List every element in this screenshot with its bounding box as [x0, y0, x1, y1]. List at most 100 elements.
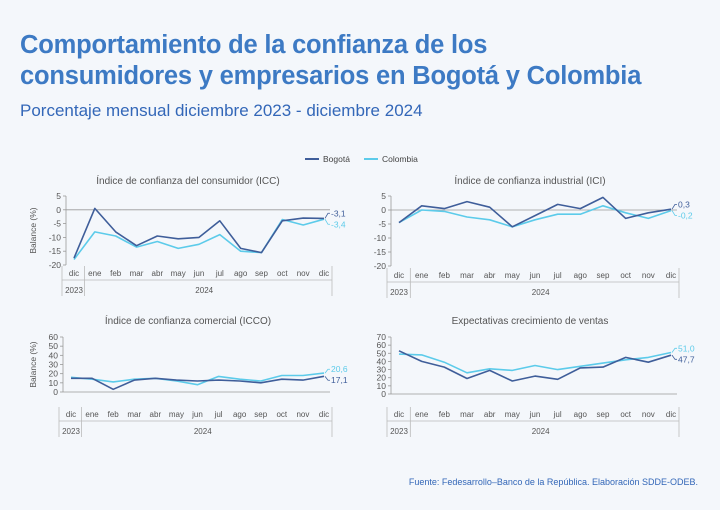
icco-y-tick-label: 0: [53, 387, 58, 397]
icc-y-tick-label: 5: [56, 191, 61, 201]
ici-y-tick-label: -5: [378, 219, 386, 229]
icco-x-tick-label: mar: [127, 410, 141, 419]
ici-end-leader-colombia: [671, 210, 677, 216]
ventas-y-tick-label: 30: [377, 365, 387, 375]
icc-x-tick-label: sep: [255, 269, 268, 278]
icc-x-tick-label: ene: [88, 269, 102, 278]
icc-x-tick-label: dic: [69, 269, 79, 278]
ventas-series-line-bogota: [398, 350, 672, 382]
icc-x-tick-label: ago: [234, 269, 248, 278]
icc-year-label-2024: 2024: [195, 286, 213, 295]
icco-x-tick-label: jun: [191, 410, 203, 419]
ici-x-tick-label: ago: [574, 271, 588, 280]
ici-x-tick-label: jul: [553, 271, 562, 280]
legend-item-colombia: Colombia: [363, 154, 418, 164]
icc-x-tick-label: may: [171, 269, 186, 278]
icco-x-tick-label: dic: [66, 410, 76, 419]
icc-end-label-bogota: -3,1: [331, 208, 346, 218]
ventas-end-leader-bogota: [671, 354, 677, 360]
ici-series-line-bogota: [398, 196, 672, 228]
chart-legend: Bogotá Colombia: [305, 154, 418, 164]
ventas-year-label-2024: 2024: [532, 427, 550, 436]
ventas-y-tick-label: 40: [377, 356, 387, 366]
icco-x-tick-label: nov: [296, 410, 309, 419]
ici-year-label-2023: 2023: [390, 288, 408, 297]
icc-end-leader-bogota: [324, 212, 330, 219]
icc-series-line-bogota: [73, 207, 325, 259]
icc-x-tick-label: feb: [110, 269, 122, 278]
icc-x-tick-label: mar: [130, 269, 144, 278]
icco-x-tick-label: ago: [233, 410, 247, 419]
icco-x-tick-label: jul: [214, 410, 223, 419]
icco-y-tick-label: 20: [49, 369, 59, 379]
ventas-x-tick-label: may: [505, 410, 520, 419]
icco-year-label-2023: 2023: [62, 427, 80, 436]
ventas-y-tick-label: 20: [377, 373, 387, 383]
icco-x-tick-label: sep: [254, 410, 267, 419]
icco-end-leader-colombia: [324, 368, 330, 374]
ici-end-leader-bogota: [671, 203, 677, 210]
legend-swatch-colombia: [363, 158, 378, 160]
ici-x-tick-label: abr: [484, 271, 496, 280]
icco-end-leader-bogota: [324, 376, 330, 381]
ventas-series-line-colombia: [398, 351, 672, 374]
ventas-x-tick-label: feb: [439, 410, 451, 419]
icco-x-tick-label: ene: [85, 410, 99, 419]
legend-label-bogota: Bogotá: [323, 154, 350, 164]
ventas-x-tick-label: jul: [553, 410, 562, 419]
icco-series-line-colombia: [70, 372, 325, 386]
page-title: Comportamiento de la confianza de los co…: [20, 30, 641, 92]
ici-x-tick-label: feb: [439, 271, 451, 280]
icco-y-tick-label: 40: [49, 350, 59, 360]
icco-year-label-2024: 2024: [194, 427, 212, 436]
ventas-y-tick-label: 50: [377, 348, 387, 358]
ici-x-tick-label: mar: [460, 271, 474, 280]
ici-y-tick-label: -20: [374, 261, 387, 271]
ventas-x-tick-label: oct: [620, 410, 631, 419]
legend-label-colombia: Colombia: [381, 154, 418, 164]
icco-y-tick-label: 60: [49, 332, 59, 342]
legend-item-bogota: Bogotá: [305, 154, 350, 164]
ici-x-tick-label: dic: [666, 271, 676, 280]
icc-y-axis-title: Balance (%): [28, 207, 38, 253]
ici-x-tick-label: oct: [620, 271, 631, 280]
ventas-x-tick-label: ene: [415, 410, 429, 419]
icc-x-tick-label: oct: [277, 269, 288, 278]
ventas-year-label-2023: 2023: [390, 427, 408, 436]
ventas-x-tick-label: nov: [642, 410, 655, 419]
icco-x-tick-label: dic: [319, 410, 329, 419]
ventas-end-label-bogota: 47,7: [678, 354, 695, 364]
icc-y-tick-label: -15: [49, 246, 62, 256]
title-line-1: Comportamiento de la confianza de los: [20, 31, 488, 59]
ventas-x-tick-label: dic: [394, 410, 404, 419]
icco-x-tick-label: oct: [276, 410, 287, 419]
icc-year-label-2023: 2023: [65, 286, 83, 295]
chart-title-icc: Índice de confianza del consumidor (ICC): [96, 176, 280, 187]
icc-x-tick-label: jun: [193, 269, 205, 278]
icc-end-label-colombia: -3,4: [331, 219, 346, 229]
source-note: Fuente: Fedesarrollo–Banco de la Repúbli…: [408, 477, 698, 487]
icc-x-tick-label: jul: [215, 269, 224, 278]
icco-x-tick-label: feb: [108, 410, 120, 419]
icco-x-tick-label: may: [169, 410, 184, 419]
legend-swatch-bogota: [305, 158, 319, 160]
ici-y-tick-label: -10: [374, 233, 387, 243]
ici-end-label-bogota: 0,3: [678, 199, 690, 209]
ventas-x-tick-label: dic: [666, 410, 676, 419]
icco-y-axis-title: Balance (%): [28, 341, 38, 387]
icco-y-tick-label: 30: [49, 360, 59, 370]
ici-year-label-2024: 2024: [532, 288, 550, 297]
ici-x-tick-label: sep: [597, 271, 610, 280]
icc-y-tick-label: -20: [49, 260, 62, 270]
ici-x-tick-label: dic: [394, 271, 404, 280]
icc-x-tick-label: dic: [319, 269, 329, 278]
icco-y-tick-label: 50: [49, 341, 59, 351]
icco-x-tick-label: abr: [150, 410, 162, 419]
ici-y-tick-label: -15: [374, 247, 387, 257]
icco-y-tick-label: 10: [49, 378, 59, 388]
ventas-y-tick-label: 60: [377, 340, 387, 350]
ventas-x-tick-label: mar: [460, 410, 474, 419]
ici-end-label-colombia: -0,2: [678, 210, 693, 220]
ventas-y-tick-label: 10: [377, 381, 387, 391]
